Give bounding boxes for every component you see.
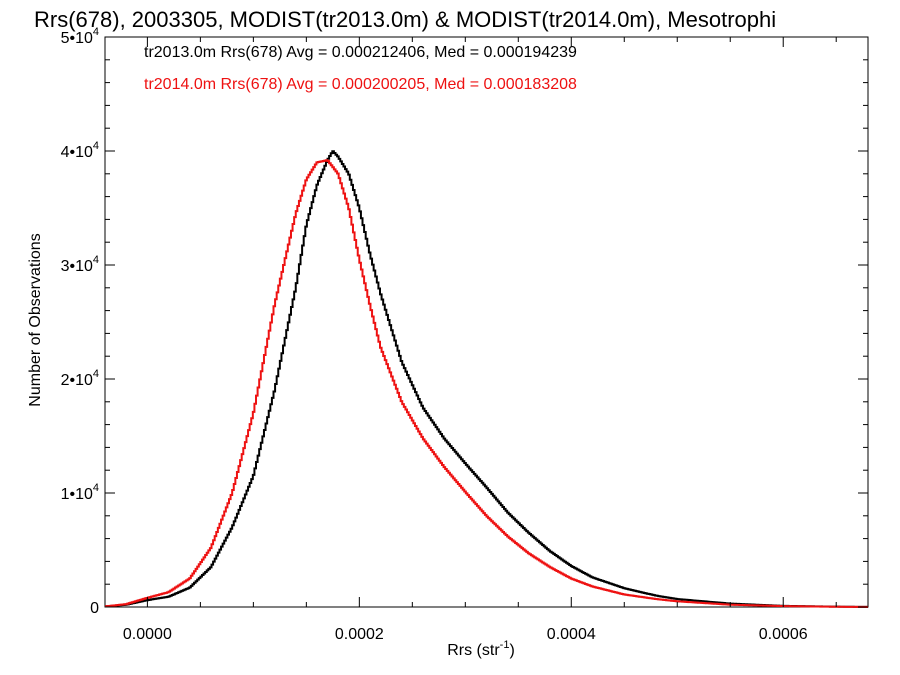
x-axis-label: Rrs (str-1) [447,639,515,659]
x-tick-label: 0.0002 [335,626,384,643]
x-tick-label: 0.0004 [547,626,596,643]
y-tick-label: 4•104 [61,140,99,161]
x-tick-label: 0.0006 [759,626,808,643]
y-tick-label: 1•104 [61,482,99,503]
series-line-0 [105,150,868,608]
y-tick-label: 0 [90,600,99,617]
annotation-tr2014: tr2014.0m Rrs(678) Avg = 0.000200205, Me… [144,76,577,93]
series-line-1 [105,159,868,608]
x-axis-label-close: ) [509,642,514,659]
plot-frame [104,36,869,608]
x-axis-label-superscript: -1 [500,639,510,651]
x-axis: 0.0000 0.0002 0.0004 0.0006 [123,37,837,643]
x-tick-label: 0.0000 [123,626,172,643]
annotation-tr2013: tr2013.0m Rrs(678) Avg = 0.000212406, Me… [144,44,577,61]
series-layer [105,150,868,608]
y-tick-label: 5•104 [61,26,99,47]
y-axis-label: Number of Observations [27,233,44,406]
chart-title: Rrs(678), 2003305, MODIST(tr2013.0m) & M… [34,7,776,32]
y-tick-label: 2•104 [61,368,99,389]
y-axis: 0 1•104 2•104 3•104 4•104 5•104 [61,26,868,617]
x-axis-label-main: Rrs (str [447,642,500,659]
y-tick-label: 3•104 [61,254,99,275]
plot-area: 0.0000 0.0002 0.0004 0.0006 0 1•104 2•104 3•10… [61,26,869,643]
